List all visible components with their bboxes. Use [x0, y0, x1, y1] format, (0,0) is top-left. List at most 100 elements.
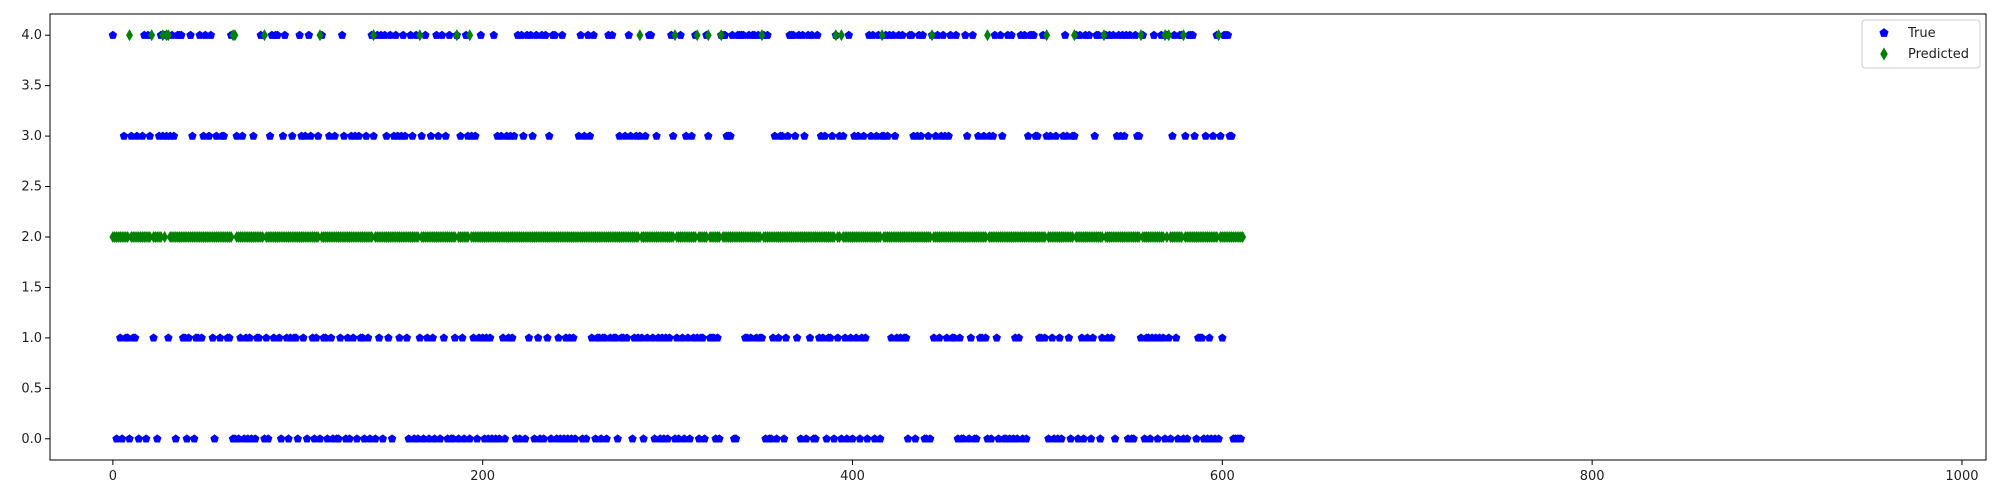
- true-point: [663, 434, 672, 443]
- y-tick-label: 0.0: [21, 432, 42, 447]
- true-point: [204, 131, 214, 140]
- true-point: [519, 131, 528, 140]
- true-point: [336, 333, 345, 342]
- true-point: [302, 434, 312, 443]
- true-point: [287, 131, 297, 140]
- true-point: [700, 434, 709, 443]
- true-point: [774, 333, 783, 342]
- true-point: [861, 333, 870, 342]
- true-point: [918, 30, 928, 39]
- true-point: [509, 131, 519, 140]
- true-point: [554, 333, 563, 342]
- predicted-point: [161, 230, 169, 244]
- true-point: [524, 333, 534, 342]
- x-tick-label: 600: [1210, 469, 1235, 484]
- true-point: [622, 333, 632, 342]
- true-point: [613, 434, 622, 443]
- true-point: [417, 131, 426, 140]
- predicted-point: [261, 29, 268, 42]
- true-point: [471, 131, 480, 140]
- true-point: [371, 434, 380, 443]
- true-point: [986, 434, 996, 443]
- true-point: [1084, 30, 1094, 39]
- true-point: [955, 333, 965, 342]
- true-point: [145, 131, 155, 140]
- legend-box: [1861, 19, 1981, 69]
- true-point: [311, 333, 321, 342]
- true-point: [1040, 333, 1050, 342]
- true-point: [435, 434, 445, 443]
- true-point: [968, 30, 977, 39]
- true-point: [1205, 333, 1214, 342]
- true-point: [783, 131, 793, 140]
- true-point: [330, 131, 340, 140]
- true-point: [792, 333, 802, 342]
- true-point: [339, 131, 349, 140]
- true-point: [1066, 434, 1075, 443]
- true-point: [713, 333, 722, 342]
- true-point: [570, 434, 580, 443]
- true-point: [250, 434, 260, 443]
- true-point: [848, 434, 857, 443]
- predicted-point: [717, 29, 725, 42]
- true-point: [935, 333, 944, 342]
- true-point: [293, 434, 303, 443]
- true-point: [134, 434, 144, 443]
- true-point: [543, 333, 552, 342]
- true-point: [1086, 434, 1096, 443]
- true-point: [827, 131, 837, 140]
- y-tick-label: 1.0: [21, 331, 42, 346]
- true-point: [1182, 434, 1192, 443]
- true-point: [119, 131, 129, 140]
- predicted-point: [231, 29, 239, 42]
- true-point: [398, 30, 408, 39]
- predicted-point: [164, 29, 172, 42]
- true-point: [215, 333, 225, 342]
- true-point: [197, 333, 206, 342]
- true-point: [951, 30, 961, 39]
- true-point: [550, 30, 560, 39]
- true-point: [602, 434, 611, 443]
- true-point: [781, 333, 791, 342]
- true-point: [374, 333, 384, 342]
- true-point: [402, 333, 412, 342]
- predicted-point: [126, 29, 133, 42]
- true-point: [361, 131, 371, 140]
- true-point: [668, 131, 678, 140]
- predicted-point: [1239, 230, 1247, 244]
- true-point: [1216, 131, 1225, 140]
- true-point: [1149, 30, 1159, 39]
- true-point: [569, 333, 578, 342]
- true-point: [437, 30, 447, 39]
- true-point: [363, 333, 373, 342]
- true-point: [164, 333, 173, 342]
- true-point: [434, 131, 443, 140]
- true-point: [1033, 131, 1042, 140]
- predicted-point: [1137, 29, 1145, 42]
- legend-predicted-marker: [1880, 47, 1888, 61]
- true-point: [472, 434, 482, 443]
- true-point: [500, 434, 510, 443]
- y-tick-label: 0.5: [21, 381, 42, 396]
- true-point: [665, 333, 674, 342]
- true-point: [703, 131, 713, 140]
- true-point: [299, 333, 308, 342]
- true-point: [1181, 131, 1190, 140]
- true-point: [465, 434, 475, 443]
- true-point: [1129, 434, 1138, 443]
- true-point: [1218, 333, 1227, 342]
- true-point: [1014, 333, 1024, 342]
- true-point: [291, 333, 301, 342]
- true-point: [981, 333, 990, 342]
- true-point: [863, 434, 872, 443]
- true-point: [988, 131, 998, 140]
- true-point: [628, 434, 637, 443]
- true-point: [1164, 333, 1173, 342]
- true-point: [458, 333, 467, 342]
- predicted-point: [758, 29, 766, 42]
- true-point: [539, 434, 548, 443]
- true-point: [972, 434, 981, 443]
- true-point: [125, 434, 134, 443]
